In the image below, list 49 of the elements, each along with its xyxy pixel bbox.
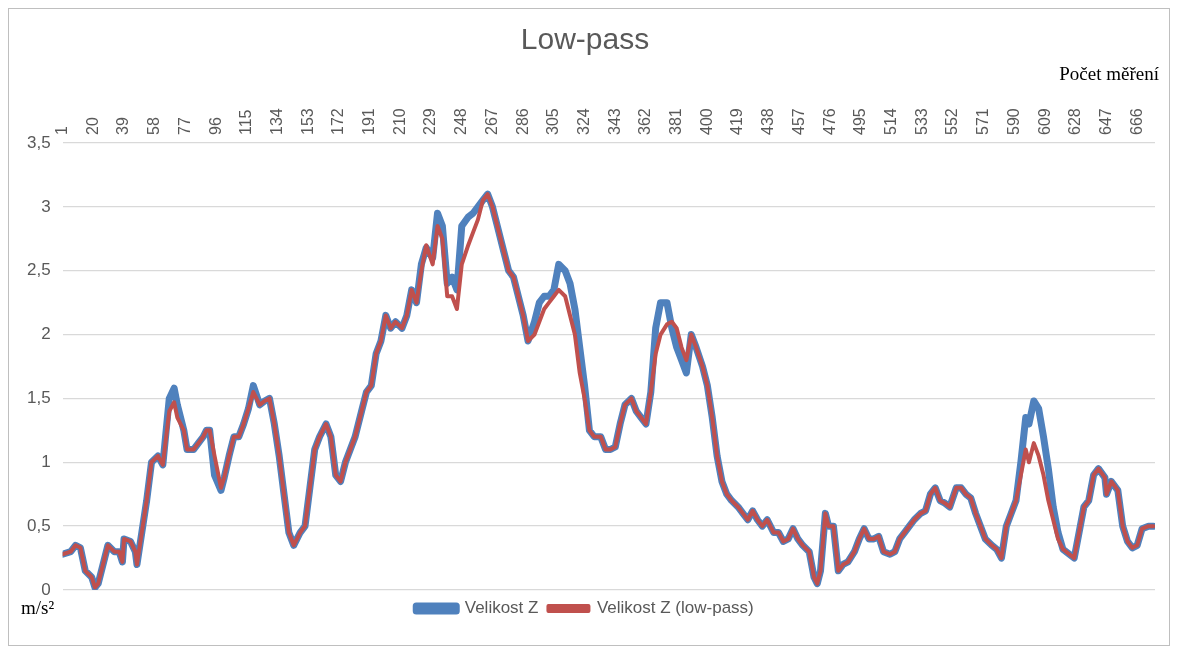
y-tick-label: 1 xyxy=(41,451,51,471)
x-tick-label: 533 xyxy=(912,108,930,135)
x-tick-label: 248 xyxy=(452,108,470,135)
y-tick-label: 2,5 xyxy=(26,260,51,280)
x-tick-label: 210 xyxy=(390,108,408,135)
x-axis-title: Počet měření xyxy=(1059,63,1160,85)
x-tick-label: 267 xyxy=(482,108,500,135)
y-tick-label: 1,5 xyxy=(26,388,51,408)
y-tick-label: 3,5 xyxy=(26,132,51,152)
x-tick-label: 77 xyxy=(175,117,193,135)
x-tick-label: 514 xyxy=(882,108,900,135)
x-tick-label: 666 xyxy=(1127,108,1145,135)
x-tick-label: 343 xyxy=(605,108,623,135)
x-tick-label: 552 xyxy=(943,108,961,135)
x-tick-label: 39 xyxy=(114,117,132,135)
x-tick-label: 153 xyxy=(298,108,316,135)
x-tick-label: 305 xyxy=(544,108,562,135)
x-tick-label: 20 xyxy=(83,117,101,135)
x-tick-label: 419 xyxy=(728,108,746,135)
x-tick-label: 400 xyxy=(697,108,715,135)
x-tick-label: 229 xyxy=(421,108,439,135)
x-tick-label: 191 xyxy=(360,108,378,135)
y-tick-label: 3 xyxy=(41,196,51,216)
y-tick-label: 2 xyxy=(41,324,51,344)
x-tick-label: 571 xyxy=(974,108,992,135)
x-tick-label: 96 xyxy=(206,117,224,135)
x-tick-label: 457 xyxy=(789,108,807,135)
y-tick-label: 0,5 xyxy=(26,515,51,535)
x-tick-label: 476 xyxy=(820,108,838,135)
y-axis-title: m/s² xyxy=(21,597,55,619)
x-tick-label: 609 xyxy=(1035,108,1053,135)
x-tick-label: 438 xyxy=(759,108,777,135)
x-tick-label: 324 xyxy=(574,108,592,135)
x-tick-label: 172 xyxy=(329,108,347,135)
legend-label: Velikost Z xyxy=(464,598,539,618)
x-tick-label: 286 xyxy=(513,108,531,135)
legend-label: Velikost Z (low-pass) xyxy=(596,598,754,618)
x-tick-label: 1 xyxy=(53,126,71,135)
x-tick-label: 115 xyxy=(237,109,255,135)
x-tick-label: 495 xyxy=(851,108,869,135)
x-tick-label: 628 xyxy=(1066,108,1084,135)
y-tick-label: 0 xyxy=(41,579,51,599)
chart-title: Low-pass xyxy=(520,22,650,56)
x-tick-label: 647 xyxy=(1096,108,1114,135)
x-tick-label: 381 xyxy=(667,108,685,135)
x-tick-label: 362 xyxy=(636,108,654,135)
x-tick-label: 134 xyxy=(267,108,285,135)
x-tick-label: 590 xyxy=(1004,108,1022,135)
x-tick-label: 58 xyxy=(145,117,163,135)
